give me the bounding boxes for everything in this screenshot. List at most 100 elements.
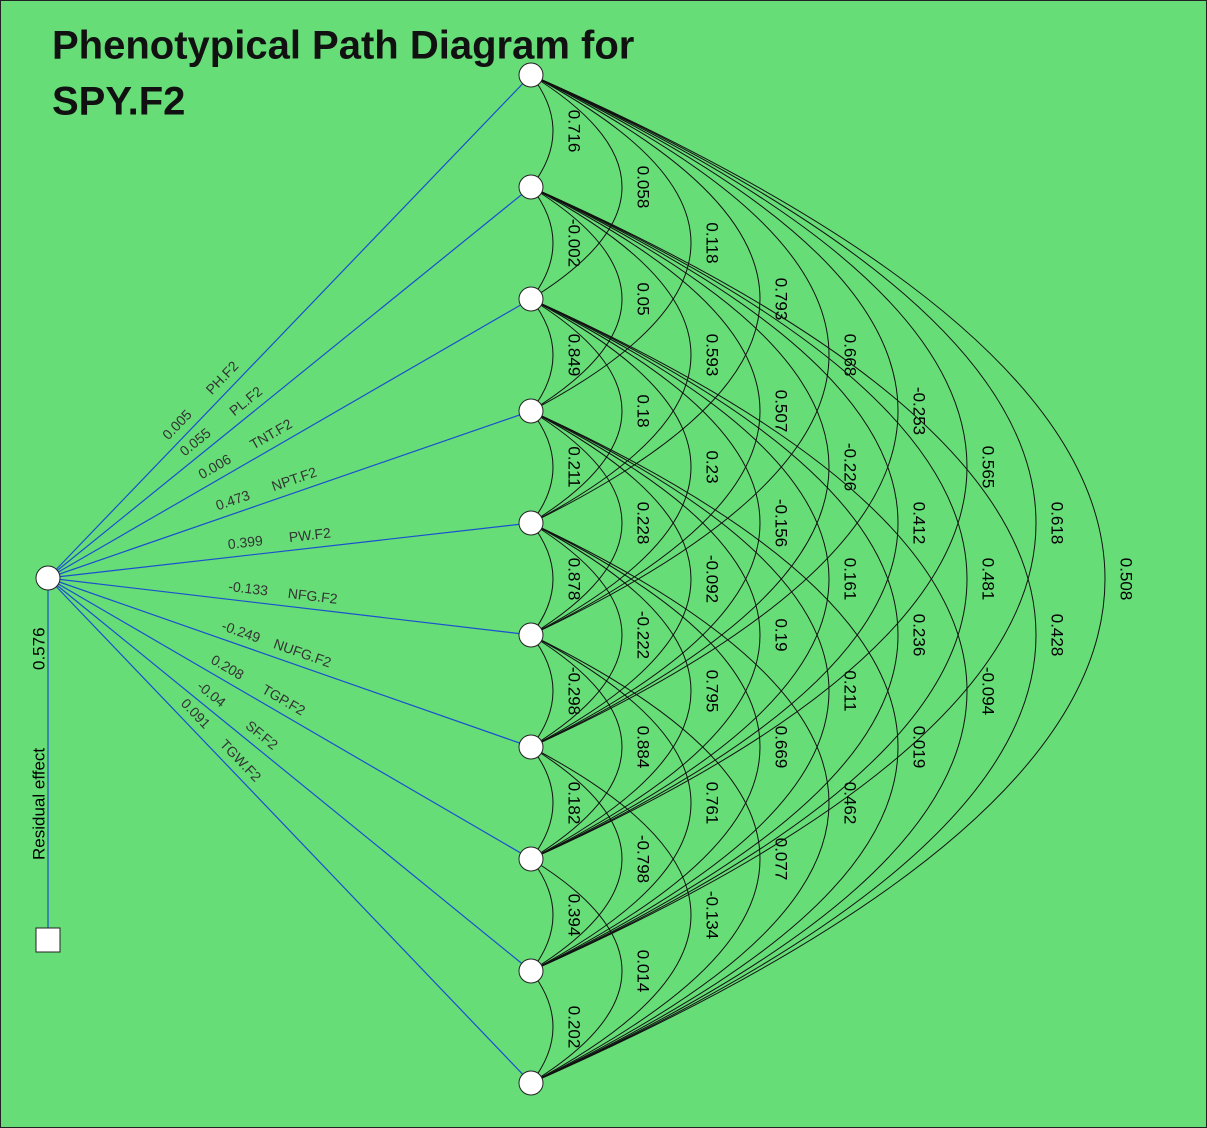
correlation-value: 0.761 <box>703 782 722 825</box>
direct-path <box>47 577 532 972</box>
correlation-value: 0.668 <box>841 334 860 377</box>
correlation-arc <box>530 522 761 972</box>
correlation-label-group: -0.002 <box>565 219 584 267</box>
correlation-value: 0.19 <box>772 618 791 651</box>
correlation-label-group: 0.668 <box>841 334 860 377</box>
correlation-arc <box>530 746 554 860</box>
correlation-label-group: 0.118 <box>703 222 722 263</box>
correlation-label-group: 0.161 <box>841 558 860 601</box>
correlation-arc <box>530 298 830 860</box>
direct-label-group: -0.133 <box>228 578 270 599</box>
correlation-arc <box>530 186 623 412</box>
correlation-label-group: -0.134 <box>703 891 722 939</box>
title-line: SPY.F2 <box>52 80 185 124</box>
correlation-value: 0.211 <box>565 446 584 487</box>
correlation-arc <box>530 74 968 860</box>
correlation-label-group: 0.508 <box>1117 558 1136 601</box>
correlation-value: -0.226 <box>841 443 860 491</box>
correlation-value: 0.618 <box>1048 502 1067 545</box>
correlation-value: 0.161 <box>841 558 860 601</box>
correlation-label-group: 0.412 <box>910 502 929 545</box>
trait-node <box>518 846 544 872</box>
correlation-value: 0.593 <box>703 334 722 377</box>
correlation-value: 0.793 <box>772 278 791 321</box>
correlation-arc <box>530 410 761 860</box>
correlation-value: 0.23 <box>703 450 722 483</box>
correlation-arc <box>530 186 692 524</box>
correlation-arc <box>530 858 554 972</box>
correlation-arc <box>530 186 830 748</box>
correlation-label-group: -0.222 <box>634 611 653 659</box>
trait-name: PW.F2 <box>288 524 332 545</box>
correlation-arc <box>530 298 623 524</box>
trait-node <box>518 174 544 200</box>
correlation-label-group: 0.462 <box>841 782 860 825</box>
correlation-label-group: 0.481 <box>979 558 998 601</box>
correlation-arc <box>530 522 692 860</box>
correlation-value: 0.878 <box>565 558 584 601</box>
correlation-value: 0.849 <box>565 334 584 377</box>
correlation-value: 0.202 <box>565 1006 584 1049</box>
correlation-value: 0.412 <box>910 502 929 545</box>
correlation-label-group: 0.394 <box>565 894 584 937</box>
trait-node <box>518 510 544 536</box>
direct-path <box>47 577 532 636</box>
correlation-label-group: 0.716 <box>565 110 584 153</box>
correlation-label-group: 0.23 <box>703 450 722 483</box>
direct-label-group: 0.399 <box>227 532 264 552</box>
direct-path <box>47 410 532 579</box>
correlation-arc <box>530 186 899 860</box>
correlation-arc <box>530 410 554 524</box>
correlation-arc <box>530 74 761 524</box>
correlation-label-group: 0.211 <box>841 670 860 711</box>
correlation-label-group: 0.077 <box>772 838 791 881</box>
correlation-value: 0.228 <box>634 502 653 545</box>
correlation-arc <box>530 634 623 860</box>
correlation-label-group: 0.669 <box>772 726 791 769</box>
correlation-label-group: 0.236 <box>910 614 929 657</box>
direct-path <box>47 577 532 1084</box>
direct-path <box>47 577 532 748</box>
correlation-label-group: 0.428 <box>1048 614 1067 657</box>
correlation-value: 0.884 <box>634 726 653 769</box>
correlation-arc <box>530 298 692 636</box>
correlation-value: -0.094 <box>979 667 998 715</box>
correlation-label-group: 0.228 <box>634 502 653 545</box>
correlation-arc <box>530 522 623 748</box>
correlation-arc <box>530 746 623 972</box>
correlation-arc <box>530 74 623 300</box>
correlation-value: -0.134 <box>703 891 722 939</box>
correlation-arc <box>530 410 899 1084</box>
correlation-label-group: 0.565 <box>979 446 998 489</box>
correlation-arc <box>530 634 761 1084</box>
correlation-label-group: -0.094 <box>979 667 998 715</box>
direct-path <box>47 522 532 579</box>
correlation-label-group: 0.18 <box>634 394 653 427</box>
trait-label-group: NFG.F2 <box>287 585 339 607</box>
correlation-arc <box>530 410 623 636</box>
correlation-value: 0.394 <box>565 894 584 937</box>
correlation-value: -0.156 <box>772 499 791 547</box>
correlation-arc <box>530 74 692 412</box>
correlation-label-group: 0.05 <box>634 282 653 315</box>
trait-name: NFG.F2 <box>287 585 339 607</box>
correlation-arc <box>530 298 761 748</box>
correlation-arc <box>530 410 830 972</box>
correlation-arc <box>530 858 623 1084</box>
correlation-label-group: 0.793 <box>772 278 791 321</box>
correlation-value: 0.795 <box>703 670 722 713</box>
correlation-label-group: -0.298 <box>565 667 584 715</box>
correlation-label-group: -0.156 <box>772 499 791 547</box>
direct-effect: 0.399 <box>227 532 264 552</box>
correlation-value: 0.481 <box>979 558 998 601</box>
correlation-arc <box>530 298 968 1084</box>
correlation-value: -0.002 <box>565 219 584 267</box>
correlation-value: 0.019 <box>910 726 929 769</box>
correlation-arc <box>530 74 554 188</box>
residual-value: 0.576 <box>29 627 48 670</box>
correlation-label-group: 0.878 <box>565 558 584 601</box>
correlation-value: -0.298 <box>565 667 584 715</box>
correlation-value: 0.669 <box>772 726 791 769</box>
